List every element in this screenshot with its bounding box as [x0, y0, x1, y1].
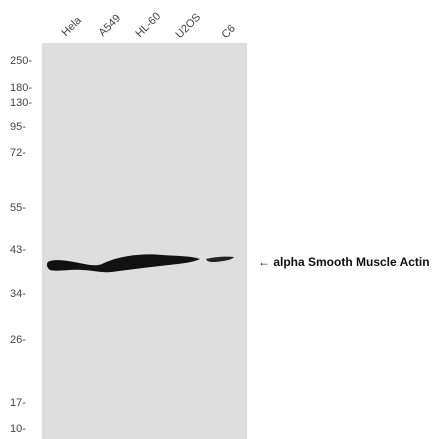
- band-lane-5: [206, 256, 234, 262]
- lane-label-c6: C6: [219, 22, 238, 41]
- band-lanes-1-4: [46, 254, 201, 273]
- lane-label-hl60: HL-60: [133, 10, 164, 40]
- protein-bands: [46, 254, 234, 273]
- mw-marker-55: 55-: [10, 202, 26, 214]
- mw-marker-10: 10-: [10, 423, 26, 435]
- band-annotation: ← alpha Smooth Muscle Actin: [258, 255, 430, 269]
- lane-label-a549: A549: [96, 12, 124, 39]
- mw-marker-26: 26-: [10, 334, 26, 346]
- mw-marker-17: 17-: [10, 397, 26, 409]
- mw-marker-43: 43-: [10, 244, 26, 256]
- mw-marker-130: 130-: [10, 97, 33, 109]
- mw-marker-180: 180-: [10, 82, 33, 94]
- lane-label-hela: Hela: [59, 14, 84, 39]
- blot-membrane: [42, 43, 247, 439]
- lane-label-u2os: U2OS: [173, 11, 204, 41]
- mw-marker-250: 250-: [10, 55, 33, 67]
- mw-marker-34: 34-: [10, 288, 26, 300]
- mw-marker-72: 72-: [10, 147, 26, 159]
- mw-marker-95: 95-: [10, 121, 26, 133]
